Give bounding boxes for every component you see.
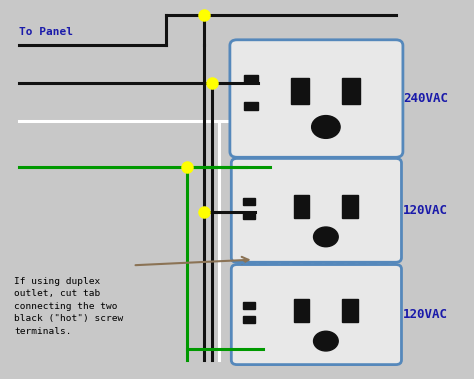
Circle shape — [313, 227, 338, 247]
Text: 120VAC: 120VAC — [403, 308, 448, 321]
FancyBboxPatch shape — [231, 158, 401, 262]
Bar — [291, 78, 309, 104]
Bar — [244, 75, 258, 83]
Circle shape — [311, 116, 340, 138]
Bar — [244, 102, 258, 110]
Text: 240VAC: 240VAC — [403, 92, 448, 105]
Bar — [243, 316, 255, 323]
FancyBboxPatch shape — [230, 40, 403, 157]
Text: To Panel: To Panel — [19, 27, 73, 37]
Bar — [294, 299, 309, 322]
Bar — [342, 78, 360, 104]
Text: If using duplex
outlet, cut tab
connecting the two
black ("hot") screw
terminals: If using duplex outlet, cut tab connecti… — [14, 277, 123, 336]
Bar — [342, 195, 358, 218]
Bar — [342, 299, 358, 322]
FancyBboxPatch shape — [231, 265, 401, 365]
Bar — [294, 195, 309, 218]
Text: 120VAC: 120VAC — [403, 204, 448, 217]
Bar — [243, 198, 255, 205]
Circle shape — [313, 331, 338, 351]
Bar — [243, 302, 255, 309]
Bar — [243, 212, 255, 219]
